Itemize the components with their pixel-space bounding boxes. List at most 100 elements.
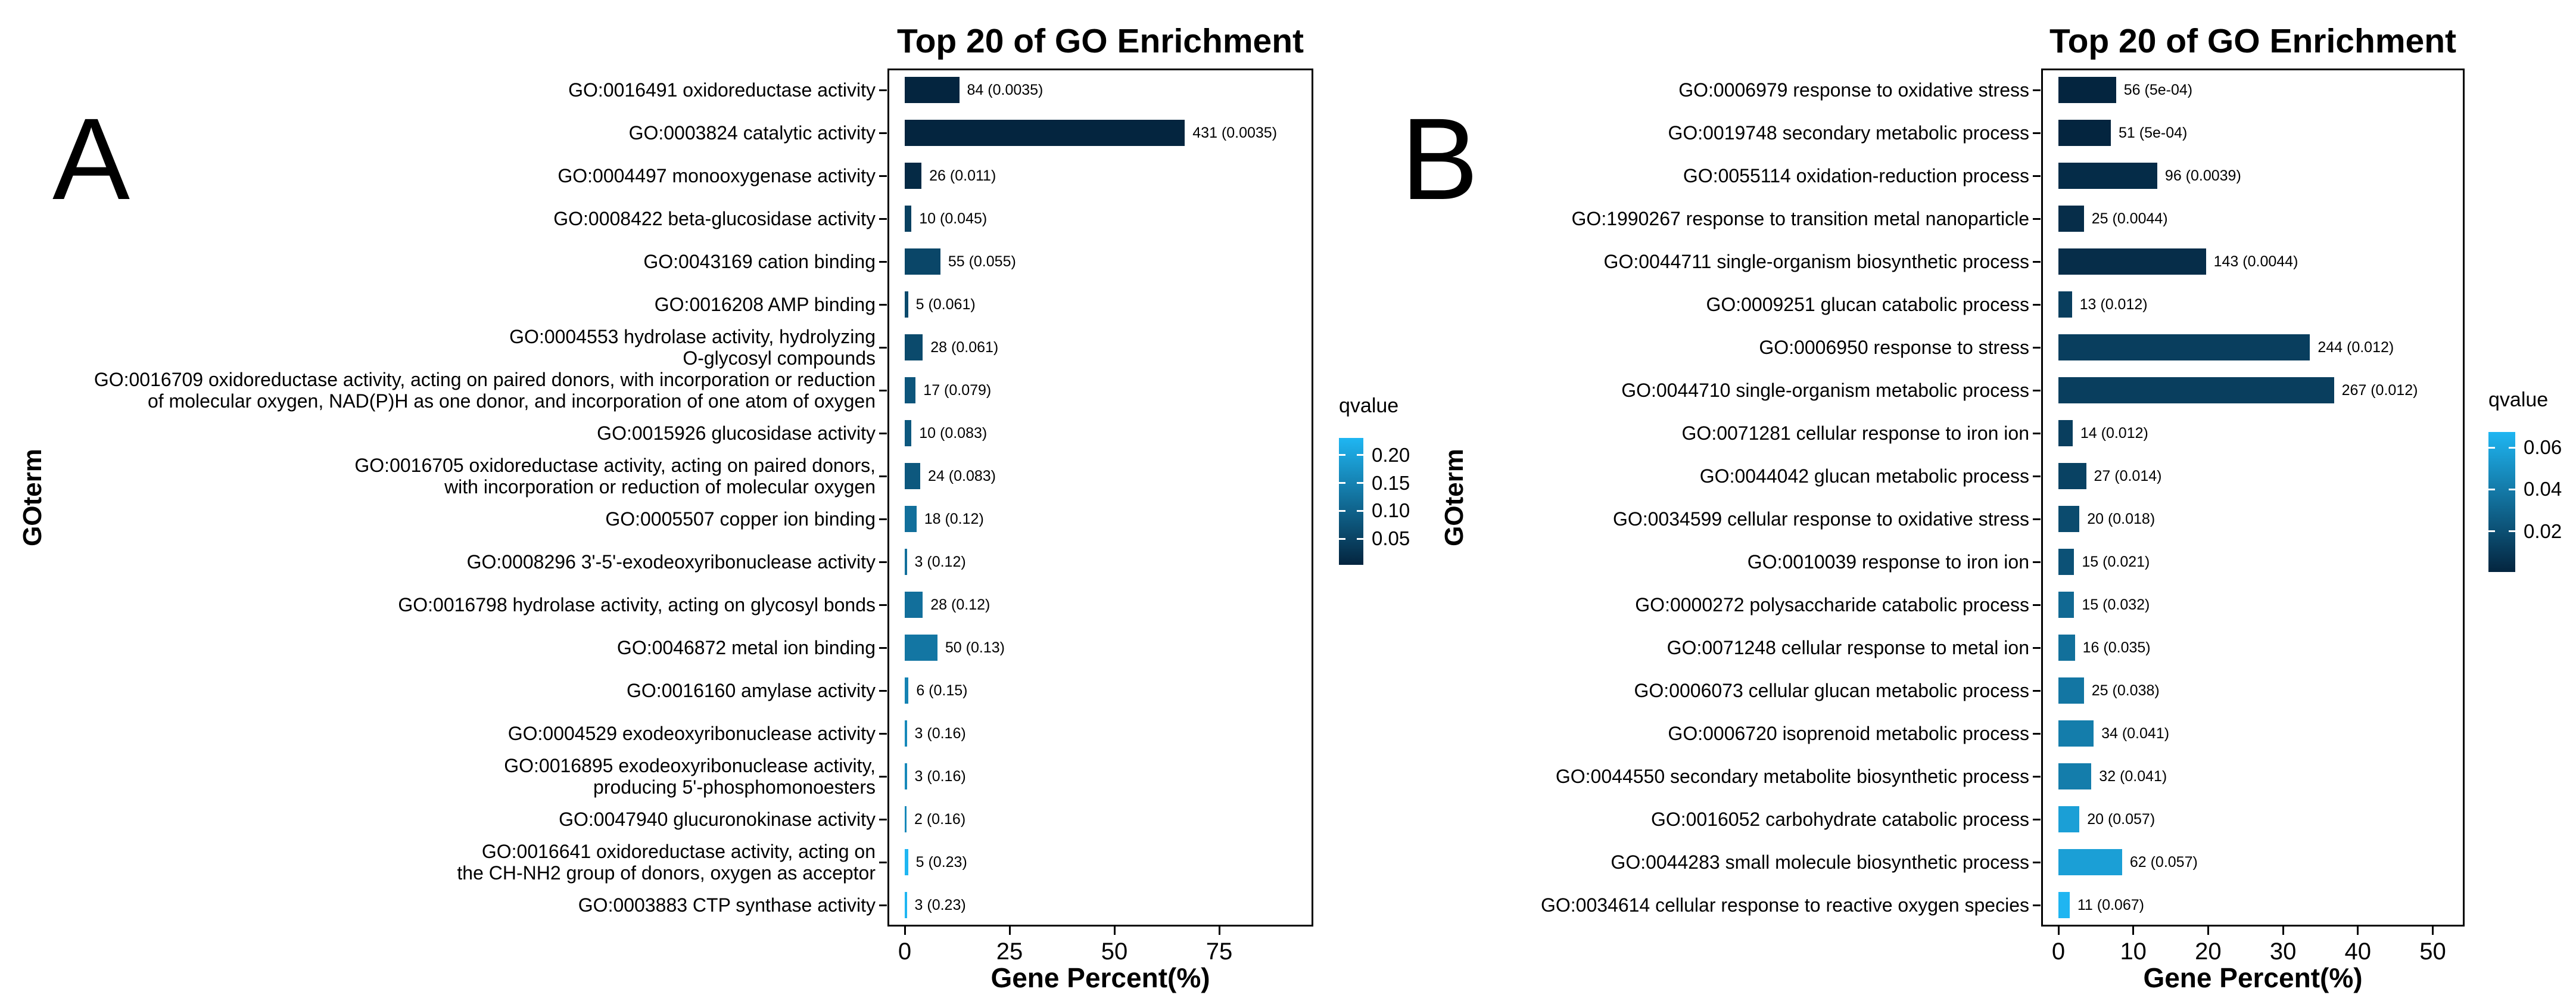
x-tick-label: 10: [2120, 938, 2147, 965]
bar-value-label: 13 (0.012): [2079, 296, 2148, 313]
bar-value-label: 32 (0.041): [2099, 768, 2167, 785]
go-term-label: GO:0006950 response to stress: [1759, 337, 2029, 358]
gene-count-bar: [2058, 334, 2310, 360]
y-axis-tick: [2033, 432, 2041, 434]
go-term-label: GO:1990267 response to transition metal …: [1571, 208, 2029, 229]
y-axis-tick: [2033, 175, 2041, 177]
y-axis-tick: [879, 432, 887, 434]
gene-count-bar: [905, 420, 912, 446]
go-term-label: GO:0016709 oxidoreductase activity, acti…: [94, 369, 876, 412]
go-term-label: GO:0016208 AMP binding: [654, 294, 876, 315]
gene-count-bar: [2058, 892, 2070, 918]
panel-a-y-axis-title: GOterm: [18, 449, 47, 546]
x-tick-label: 20: [2195, 938, 2222, 965]
gene-count-bar: [2058, 592, 2074, 618]
go-term-label: GO:0016895 exodeoxyribonuclease activity…: [504, 755, 876, 798]
legend-tick-label: 0.05: [1372, 527, 1410, 550]
gene-count-bar: [2058, 120, 2111, 146]
panel-a-legend-gradient: [1339, 438, 1363, 565]
x-axis-tick: [2357, 927, 2359, 935]
go-term-label: GO:0016705 oxidoreductase activity, acti…: [354, 455, 876, 498]
go-term-label: GO:0010039 response to iron ion: [1747, 551, 2029, 573]
bar-value-label: 15 (0.021): [2082, 554, 2150, 570]
gene-count-bar: [2058, 549, 2074, 575]
gene-count-bar: [905, 849, 908, 875]
gene-count-bar: [905, 806, 907, 832]
x-tick-label: 25: [996, 938, 1023, 965]
panel-a-letter: A: [52, 94, 130, 224]
y-axis-tick: [879, 89, 887, 91]
bar-value-label: 10 (0.045): [919, 210, 988, 227]
bar-value-label: 2 (0.16): [914, 811, 966, 828]
x-axis-tick: [1218, 927, 1220, 935]
y-axis-tick: [2033, 89, 2041, 91]
go-term-label: GO:0034614 cellular response to reactive…: [1540, 894, 2029, 916]
bar-value-label: 24 (0.083): [928, 468, 996, 484]
y-axis-tick: [879, 217, 887, 220]
panel-b-y-axis-title: GOterm: [1440, 449, 1469, 546]
y-axis-tick: [2033, 646, 2041, 649]
y-axis-tick: [2033, 689, 2041, 692]
gene-count-bar: [2058, 420, 2073, 446]
y-axis-tick: [2033, 604, 2041, 606]
gene-count-bar: [905, 291, 908, 318]
gene-count-bar: [2058, 849, 2122, 875]
legend-tick-mark: [1357, 454, 1363, 456]
legend-tick-label: 0.20: [1372, 443, 1410, 466]
y-axis-tick: [879, 604, 887, 606]
y-axis-tick: [2033, 132, 2041, 134]
y-axis-tick: [2033, 389, 2041, 391]
bar-value-label: 28 (0.061): [930, 339, 999, 356]
gene-count-bar: [2058, 77, 2116, 103]
go-term-label: GO:0044042 glucan metabolic process: [1699, 465, 2029, 487]
bar-value-label: 14 (0.012): [2080, 425, 2148, 442]
legend-tick-label: 0.06: [2524, 436, 2562, 459]
y-axis-tick: [2033, 775, 2041, 778]
go-term-label: GO:0044550 secondary metabolite biosynth…: [1555, 766, 2029, 787]
go-term-label: GO:0008422 beta-glucosidase activity: [553, 208, 876, 229]
y-axis-tick: [879, 475, 887, 477]
bar-value-label: 18 (0.12): [924, 511, 984, 527]
legend-tick-mark: [2488, 530, 2495, 533]
y-axis-tick: [879, 689, 887, 692]
bar-value-label: 84 (0.0035): [967, 82, 1044, 98]
go-term-label: GO:0009251 glucan catabolic process: [1706, 294, 2029, 315]
y-axis-tick: [879, 175, 887, 177]
bar-value-label: 5 (0.23): [915, 854, 967, 871]
go-term-label: GO:0044710 single-organism metabolic pro…: [1621, 380, 2029, 401]
x-axis-tick: [2432, 927, 2434, 935]
gene-count-bar: [2058, 248, 2206, 275]
gene-count-bar: [905, 592, 923, 618]
x-tick-label: 40: [2344, 938, 2372, 965]
gene-count-bar: [905, 549, 907, 575]
legend-tick-mark: [2509, 530, 2515, 533]
bar-value-label: 17 (0.079): [923, 382, 992, 399]
y-axis-tick: [879, 303, 887, 306]
bar-value-label: 10 (0.083): [919, 425, 988, 442]
go-term-label: GO:0015926 glucosidase activity: [597, 422, 876, 444]
y-axis-tick: [2033, 346, 2041, 349]
bar-value-label: 11 (0.067): [2077, 897, 2144, 913]
x-tick-label: 30: [2269, 938, 2297, 965]
x-axis-tick: [2207, 927, 2209, 935]
gene-count-bar: [905, 248, 940, 275]
bar-value-label: 34 (0.041): [2101, 725, 2170, 742]
y-axis-tick: [2033, 561, 2041, 563]
go-term-label: GO:0004529 exodeoxyribonuclease activity: [507, 723, 876, 744]
y-axis-tick: [879, 904, 887, 906]
y-axis-tick: [879, 818, 887, 820]
bar-value-label: 56 (5e-04): [2123, 82, 2193, 98]
go-term-label: GO:0044711 single-organism biosynthetic …: [1603, 251, 2029, 272]
legend-tick-label: 0.15: [1372, 471, 1410, 494]
gene-count-bar: [2058, 720, 2094, 747]
gene-count-bar: [905, 334, 923, 360]
gene-count-bar: [905, 120, 1185, 146]
go-term-label: GO:0046872 metal ion binding: [616, 637, 876, 658]
legend-tick-mark: [1357, 537, 1363, 540]
gene-count-bar: [2058, 763, 2092, 789]
bar-value-label: 5 (0.061): [915, 296, 976, 313]
go-term-label: GO:0006979 response to oxidative stress: [1678, 79, 2029, 101]
gene-count-bar: [905, 720, 907, 747]
bar-value-label: 431 (0.0035): [1192, 125, 1278, 141]
